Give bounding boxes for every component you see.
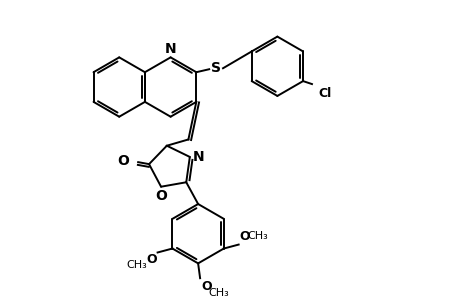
Text: S: S [211, 61, 221, 75]
Text: CH₃: CH₃ [126, 260, 146, 270]
Text: CH₃: CH₃ [247, 231, 268, 241]
Text: Cl: Cl [317, 87, 330, 100]
Text: CH₃: CH₃ [207, 288, 228, 298]
Text: O: O [146, 254, 156, 266]
Text: O: O [155, 189, 167, 203]
Text: N: N [164, 42, 176, 56]
Text: N: N [192, 150, 204, 164]
Text: O: O [239, 230, 250, 243]
Text: O: O [201, 280, 211, 293]
Text: O: O [117, 154, 129, 168]
